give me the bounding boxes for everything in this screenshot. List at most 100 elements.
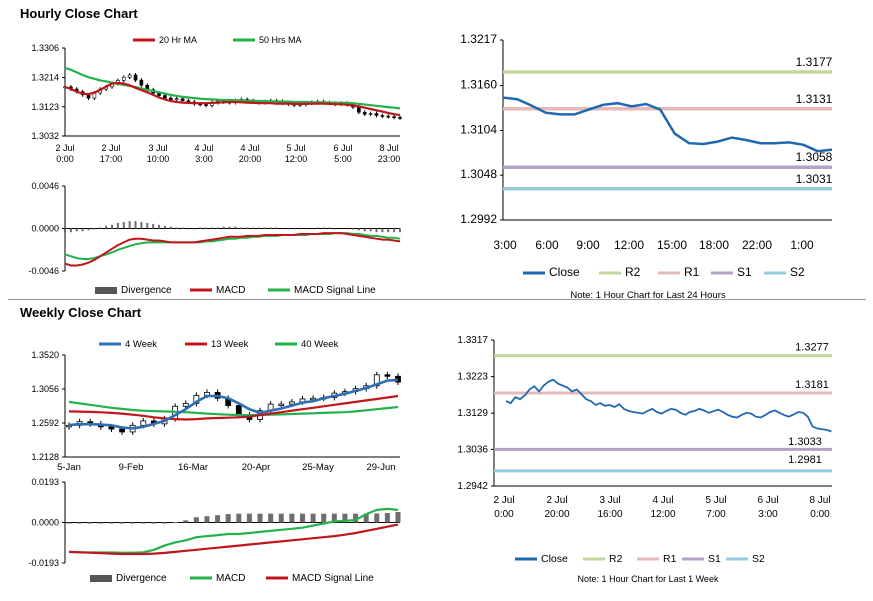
weekly-xtick-label: 16-Mar <box>178 462 208 473</box>
weekly-price-legend-label: 4 Week <box>125 339 157 350</box>
hourly-candle <box>398 117 402 119</box>
hourly-divergence-bar <box>152 223 155 229</box>
weekly-xtick-label: 9-Feb <box>119 462 144 473</box>
weekly-candle <box>119 428 125 433</box>
hourly-sr-xtick-label: 3:00 <box>493 238 517 252</box>
hourly-divergence-bar <box>140 222 143 229</box>
weekly-sr-xtick-label: 6 Jul <box>757 495 778 506</box>
hourly-divergence-bar <box>146 222 149 229</box>
hourly-divergence-bar <box>222 226 225 229</box>
hourly-divergence-bar <box>375 228 378 233</box>
weekly-divergence-bar <box>246 513 252 523</box>
weekly-candle <box>108 426 115 430</box>
hourly-divergence-bar <box>346 228 349 230</box>
weekly-sr-xtick-label: 0:00 <box>494 509 514 520</box>
weekly-macd-legend-swatch <box>90 575 112 582</box>
hourly-divergence-bar <box>293 228 296 230</box>
hourly-divergence-bar <box>357 228 360 231</box>
weekly-divergence-bar <box>151 522 157 524</box>
hourly-divergence-bar <box>363 228 366 232</box>
hourly-candle <box>180 98 185 101</box>
weekly-divergence-bar <box>140 522 146 524</box>
hourly-xtick-label: 4 Jul <box>240 143 259 153</box>
weekly-divergence-bar <box>363 513 369 523</box>
hourly-sr-ytick-label: 1.3160 <box>460 78 497 92</box>
hourly-r1-label: 1.3131 <box>796 92 833 106</box>
hourly-sr-legend-label: R1 <box>684 265 700 279</box>
weekly-ma4-line <box>68 378 399 430</box>
hourly-candle <box>368 113 373 115</box>
hourly-candle <box>86 94 91 99</box>
hourly-xtick-label: 2 Jul <box>55 143 74 153</box>
hourly-divergence-bar <box>304 228 307 230</box>
hourly-xtick-label: 23:00 <box>378 154 401 164</box>
hourly-candle <box>163 95 167 99</box>
hourly-sr-ytick-label: 1.3048 <box>460 167 497 181</box>
weekly-sr-legend-label: Close <box>541 553 568 565</box>
hourly-divergence-bar <box>287 228 290 230</box>
hourly-divergence-bar <box>93 228 96 230</box>
hourly-divergence-bar <box>64 228 66 233</box>
weekly-divergence-bar <box>257 513 263 523</box>
weekly-sr-ytick-label: 1.3036 <box>457 444 488 455</box>
weekly-divergence-bar <box>87 522 93 524</box>
weekly-sr-xtick-label: 12:00 <box>650 509 675 520</box>
hourly-xtick-label: 5 Jul <box>286 143 305 153</box>
hourly-divergence-bar <box>328 227 331 229</box>
weekly-divergence-bar <box>289 513 295 523</box>
weekly-price-ytick-label: 1.3056 <box>31 384 59 394</box>
weekly-section-title: Weekly Close Chart <box>20 305 142 320</box>
hourly-divergence-bar <box>234 226 237 229</box>
hourly-divergence-bar <box>158 224 161 229</box>
hourly-xtick-label: 8 Jul <box>379 143 398 153</box>
hourly-candle <box>357 106 361 113</box>
hourly-divergence-bar <box>87 228 90 231</box>
hourly-xtick-label: 2 Jul <box>101 143 120 153</box>
weekly-sr-xtick-label: 3 Jul <box>599 495 620 506</box>
weekly-sr-xtick-label: 16:00 <box>597 509 622 520</box>
weekly-candle <box>384 374 391 377</box>
weekly-divergence-bar <box>162 522 168 524</box>
weekly-ma40-line <box>68 400 399 417</box>
weekly-divergence-bar <box>236 513 242 523</box>
hourly-macd-legend-swatch <box>95 287 117 294</box>
weekly-xtick-label: 29-Jun <box>366 462 395 473</box>
weekly-macd-legend-label: Divergence <box>116 573 167 584</box>
weekly-candle <box>310 397 316 401</box>
hourly-candle <box>362 111 367 115</box>
hourly-sr-note: Note: 1 Hour Chart for Last 24 Hours <box>570 290 725 301</box>
hourly-macd-line <box>64 232 401 267</box>
hourly-price-ytick-label: 1.3032 <box>31 131 59 141</box>
weekly-r1-label: 1.3181 <box>795 379 829 391</box>
hourly-s2-label: 1.3031 <box>796 172 833 186</box>
weekly-sr-legend-label: S1 <box>708 553 721 565</box>
hourly-sr-xtick-label: 1:00 <box>790 238 814 252</box>
hourly-ma20-line <box>64 81 401 117</box>
weekly-candle <box>140 420 147 426</box>
hourly-divergence-bar <box>193 228 196 230</box>
hourly-sr-legend-label: S2 <box>790 265 805 279</box>
hourly-xtick-label: 4 Jul <box>194 143 213 153</box>
weekly-sr-xtick-label: 2 Jul <box>546 495 567 506</box>
hourly-candle <box>380 115 385 117</box>
hourly-candle <box>168 97 173 101</box>
weekly-xtick-label: 25-May <box>302 462 334 473</box>
weekly-macd-line <box>68 507 399 554</box>
hourly-candle <box>174 98 179 101</box>
weekly-divergence-bar <box>66 522 72 524</box>
hourly-divergence-bar <box>322 227 325 229</box>
hourly-xtick-label: 3 Jul <box>148 143 167 153</box>
hourly-divergence-bar <box>228 226 231 229</box>
hourly-xtick-label: 17:00 <box>100 154 123 164</box>
weekly-divergence-bar <box>374 513 380 523</box>
hourly-divergence-bar <box>246 227 249 229</box>
weekly-divergence-bar <box>172 522 178 524</box>
weekly-price-ytick-label: 1.3520 <box>31 350 59 360</box>
weekly-divergence-bar <box>108 522 114 524</box>
hourly-sr-legend-label: Close <box>549 265 580 279</box>
hourly-sr-xtick-label: 15:00 <box>657 238 687 252</box>
weekly-sr-xtick-label: 0:00 <box>810 509 830 520</box>
hourly-price-ytick-label: 1.3214 <box>31 73 59 83</box>
hourly-divergence-bar <box>69 228 72 233</box>
